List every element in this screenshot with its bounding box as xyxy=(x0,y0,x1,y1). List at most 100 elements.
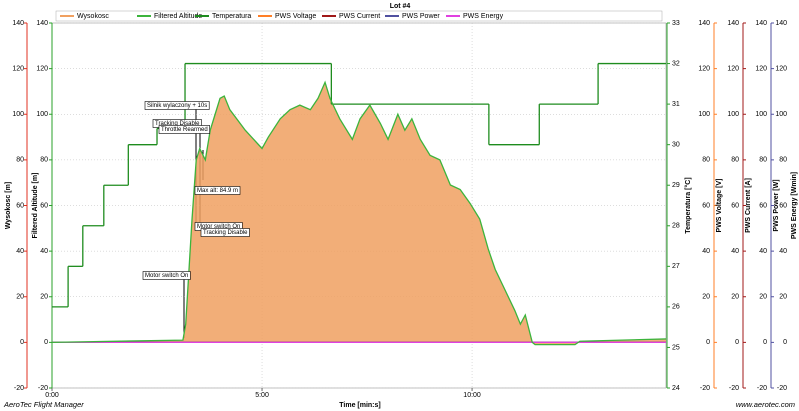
y-tick-label: 140 xyxy=(36,20,48,27)
y-tick-label: 0 xyxy=(783,339,787,346)
annotation-box xyxy=(158,125,210,134)
footer-right: www.aerotec.com xyxy=(736,400,795,409)
footer-left: AeroTec Flight Manager xyxy=(3,400,84,409)
y-tick-label: 33 xyxy=(672,20,680,27)
y-tick-label: 100 xyxy=(12,111,24,118)
annotation-text: Tracking Disable xyxy=(155,121,200,127)
y-tick-label: 31 xyxy=(672,101,680,108)
annotation-box xyxy=(142,271,191,280)
annotation-box xyxy=(194,186,241,195)
y-axis-title: Filtered Altitude [m] xyxy=(32,173,39,239)
y-tick-label: 20 xyxy=(779,294,787,301)
y-tick-label: 60 xyxy=(16,202,24,209)
y-tick-label: 40 xyxy=(779,248,787,255)
y-tick-label: -20 xyxy=(700,385,710,392)
y-tick-label: 40 xyxy=(759,248,767,255)
y-tick-label: 32 xyxy=(672,60,680,67)
y-tick-label: 60 xyxy=(779,202,787,209)
y-tick-label: 27 xyxy=(672,263,680,270)
y-tick-label: 80 xyxy=(759,157,767,164)
x-tick-label: 10:00 xyxy=(463,392,481,399)
legend-label: Filtered Altitude xyxy=(154,13,202,20)
y-tick-label: 80 xyxy=(731,157,739,164)
y-tick-label: -20 xyxy=(14,385,24,392)
y-tick-label: 20 xyxy=(702,294,710,301)
y-tick-label: 0 xyxy=(20,339,24,346)
y-tick-label: 100 xyxy=(36,111,48,118)
annotation-text: Throttle Rearmed xyxy=(161,127,208,133)
y-tick-label: 140 xyxy=(727,20,739,27)
legend-label: PWS Current xyxy=(339,13,380,20)
y-tick-label: -20 xyxy=(729,385,739,392)
annotation: Tracking Disable xyxy=(200,228,250,237)
y-tick-label: 0 xyxy=(735,339,739,346)
x-axis-title: Time [min:s] xyxy=(339,402,381,409)
y-tick-label: -20 xyxy=(38,385,48,392)
y-axis-title: PWS Power [W] xyxy=(773,179,780,231)
legend-frame xyxy=(55,10,663,22)
y-tick-label: -20 xyxy=(777,385,787,392)
y-axis-title: PWS Voltage [V] xyxy=(716,179,723,233)
annotation: Max alt: 84.9 m xyxy=(194,186,241,195)
y-axis-title: PWS Energy [Wmin] xyxy=(791,172,798,239)
x-tick-label: 0:00 xyxy=(45,392,59,399)
y-tick-label: 0 xyxy=(44,339,48,346)
y-axis-title: Wysokosc [m] xyxy=(5,182,12,229)
y-axis-title: Temperatura [°C] xyxy=(684,177,692,233)
y-tick-label: 0 xyxy=(763,339,767,346)
y-tick-label: 26 xyxy=(672,304,680,311)
y-tick-label: 40 xyxy=(731,248,739,255)
y-tick-label: 60 xyxy=(731,202,739,209)
line xyxy=(51,80,667,346)
y-tick-label: 140 xyxy=(12,20,24,27)
y-tick-label: 20 xyxy=(759,294,767,301)
y-tick-label: 80 xyxy=(702,157,710,164)
y-tick-label: 20 xyxy=(40,294,48,301)
annotation: Throttle Rearmed xyxy=(158,125,210,134)
y-tick-label: 80 xyxy=(40,157,48,164)
annotation-text: Motor switch On xyxy=(145,273,188,279)
legend-label: Temperatura xyxy=(212,13,251,20)
y-tick-label: 80 xyxy=(779,157,787,164)
y-axis-title: PWS Current [A] xyxy=(745,178,752,233)
y-tick-label: 120 xyxy=(698,65,710,72)
legend-label: PWS Power xyxy=(402,13,440,20)
y-tick-label: 60 xyxy=(759,202,767,209)
legend-label: PWS Energy xyxy=(463,13,504,20)
y-tick-label: 120 xyxy=(36,65,48,72)
y-tick-label: 20 xyxy=(731,294,739,301)
annotation: Silnik wylaczony + 10s xyxy=(144,101,210,110)
y-tick-label: 40 xyxy=(40,248,48,255)
y-tick-label: 60 xyxy=(40,202,48,209)
annotation-text: Motor switch On xyxy=(197,224,240,230)
annotation-box xyxy=(200,228,250,237)
y-tick-label: 100 xyxy=(755,111,767,118)
annotation-text: Max alt: 84.9 m xyxy=(197,188,238,194)
x-tick-label: 5:00 xyxy=(255,392,269,399)
annotation: Motor switch On xyxy=(142,271,191,280)
y-tick-label: 60 xyxy=(702,202,710,209)
y-tick-label: 80 xyxy=(16,157,24,164)
annotation-text: Tracking Disable xyxy=(203,230,248,236)
y-tick-label: 140 xyxy=(755,20,767,27)
legend-label: PWS Voltage xyxy=(275,13,316,20)
y-tick-label: 100 xyxy=(775,111,787,118)
y-tick-label: 120 xyxy=(775,65,787,72)
y-tick-label: 100 xyxy=(698,111,710,118)
y-tick-label: 40 xyxy=(16,248,24,255)
legend-label: Wysokosc xyxy=(77,13,109,20)
y-tick-label: 30 xyxy=(672,142,680,149)
y-tick-label: 20 xyxy=(16,294,24,301)
y-tick-label: -20 xyxy=(757,385,767,392)
y-tick-label: 40 xyxy=(702,248,710,255)
chart-title: Lot #4 xyxy=(390,3,411,10)
annotation-text: Silnik wylaczony + 10s xyxy=(147,103,207,109)
y-tick-label: 120 xyxy=(755,65,767,72)
area xyxy=(52,82,666,345)
y-tick-label: 24 xyxy=(672,385,680,392)
y-tick-label: 100 xyxy=(727,111,739,118)
y-tick-label: 120 xyxy=(727,65,739,72)
y-tick-label: 29 xyxy=(672,182,680,189)
y-tick-label: 28 xyxy=(672,223,680,230)
